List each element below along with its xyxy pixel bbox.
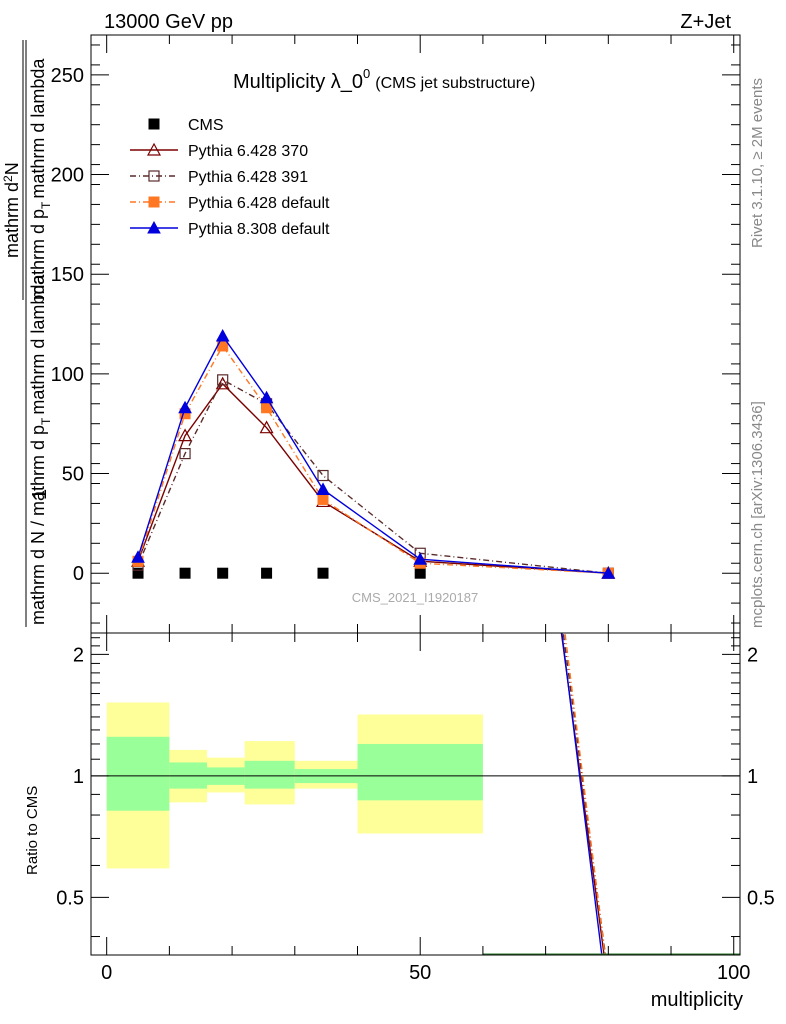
data-point <box>148 170 160 182</box>
data-point <box>261 567 273 579</box>
legend-label: Pythia 6.428 370 <box>188 143 308 160</box>
y-tick-label: 100 <box>51 364 84 386</box>
process-label: Z+Jet <box>680 11 731 33</box>
ratio-series-line <box>562 633 607 955</box>
x-axis-label: multiplicity <box>651 989 743 1011</box>
ratio-y-tick-label-left: 2 <box>73 644 84 666</box>
ratio-y-tick-label-right: 2 <box>747 644 758 666</box>
data-point <box>217 567 229 579</box>
mcplots-label: mcplots.cern.ch [arXiv:1306.3436] <box>749 401 766 628</box>
data-point <box>179 448 191 460</box>
ratio-bands <box>91 702 740 869</box>
ratio-panel: 0.5 0.5 1 1 2 2 0 50 100 <box>56 632 775 984</box>
ratio-series-line <box>561 633 603 955</box>
rivet-version-label: Rivet 3.1.10, ≥ 2M events <box>749 78 766 248</box>
series-line <box>137 382 609 574</box>
data-point <box>215 328 230 342</box>
y-tick-label: 150 <box>51 264 84 286</box>
plot-title-main: Multiplicity λ_00(CMS jet substructure) <box>233 66 535 93</box>
data-point <box>179 567 191 579</box>
legend-label: Pythia 6.428 391 <box>188 169 308 186</box>
ratio-series-line <box>564 633 606 955</box>
series-line <box>137 334 609 574</box>
x-tick-label: 0 <box>101 962 112 984</box>
ratio-panel-axes: 0.5 0.5 1 1 2 2 0 50 100 <box>56 633 775 984</box>
main-panel-marks <box>131 328 616 579</box>
legend-label: CMS <box>188 117 224 134</box>
data-point <box>146 142 162 156</box>
data-point <box>147 220 161 234</box>
data-point <box>148 196 160 208</box>
data-point <box>414 567 426 579</box>
x-tick-label: 100 <box>717 962 750 984</box>
ratio-y-tick-label-left: 1 <box>73 766 84 788</box>
data-point <box>178 428 193 442</box>
y-tick-label: 250 <box>51 65 84 87</box>
y-tick-label: 50 <box>62 464 84 486</box>
series-line <box>137 378 609 574</box>
data-point <box>413 552 428 565</box>
data-point <box>316 482 330 495</box>
series-line <box>137 344 609 574</box>
main-panel-axes: 0 50 100 150 200 250 <box>51 35 740 633</box>
data-point <box>217 374 229 386</box>
y-label-frac-num: 1 <box>29 489 51 500</box>
data-point <box>178 400 192 414</box>
data-point <box>317 469 329 482</box>
data-point <box>131 550 145 563</box>
analysis-watermark: CMS_2021_I1920187 <box>352 590 479 605</box>
y-axis-label: 1 mathrm d2N mathrm d pTmathrm d lambda … <box>1 40 53 627</box>
legend-label: Pythia 6.428 default <box>188 195 330 212</box>
data-point <box>132 567 144 579</box>
ratio-y-tick-label-right: 0.5 <box>747 887 775 909</box>
plot-title: Multiplicity λ_00(CMS jet substructure) <box>233 66 535 93</box>
data-point <box>148 118 160 130</box>
energy-label: 13000 GeV pp <box>104 11 233 33</box>
data-point <box>317 567 329 579</box>
y-label-num: mathrm d2N <box>1 162 22 258</box>
ratio-y-tick-label-left: 0.5 <box>56 887 84 909</box>
y-tick-label: 200 <box>51 165 84 187</box>
y-label-den2: mathrm d pTmathrm d lambda <box>28 58 53 300</box>
ratio-uncertainty-band-inner <box>357 743 483 801</box>
ratio-y-label: Ratio to CMS <box>24 786 41 875</box>
legend-label: Pythia 8.308 default <box>188 221 330 238</box>
ratio-series-group <box>482 633 740 955</box>
data-point <box>215 376 230 390</box>
ratio-uncertainty-band-inner <box>244 760 295 789</box>
data-point <box>259 390 274 404</box>
ratio-uncertainty-band-inner <box>106 736 170 811</box>
y-tick-label: 0 <box>73 563 84 585</box>
data-point <box>317 493 329 505</box>
legend: CMS Pythia 6.428 370 Pythia 6.428 391 Pythi… <box>130 117 330 238</box>
ratio-y-tick-label-right: 1 <box>747 766 758 788</box>
x-tick-label: 50 <box>409 962 431 984</box>
data-point <box>259 420 274 434</box>
y-label-den: mathrm d N / mathrm d pTmathrm d lambda <box>28 274 53 625</box>
data-point <box>601 566 616 579</box>
ratio-lines <box>482 633 740 955</box>
